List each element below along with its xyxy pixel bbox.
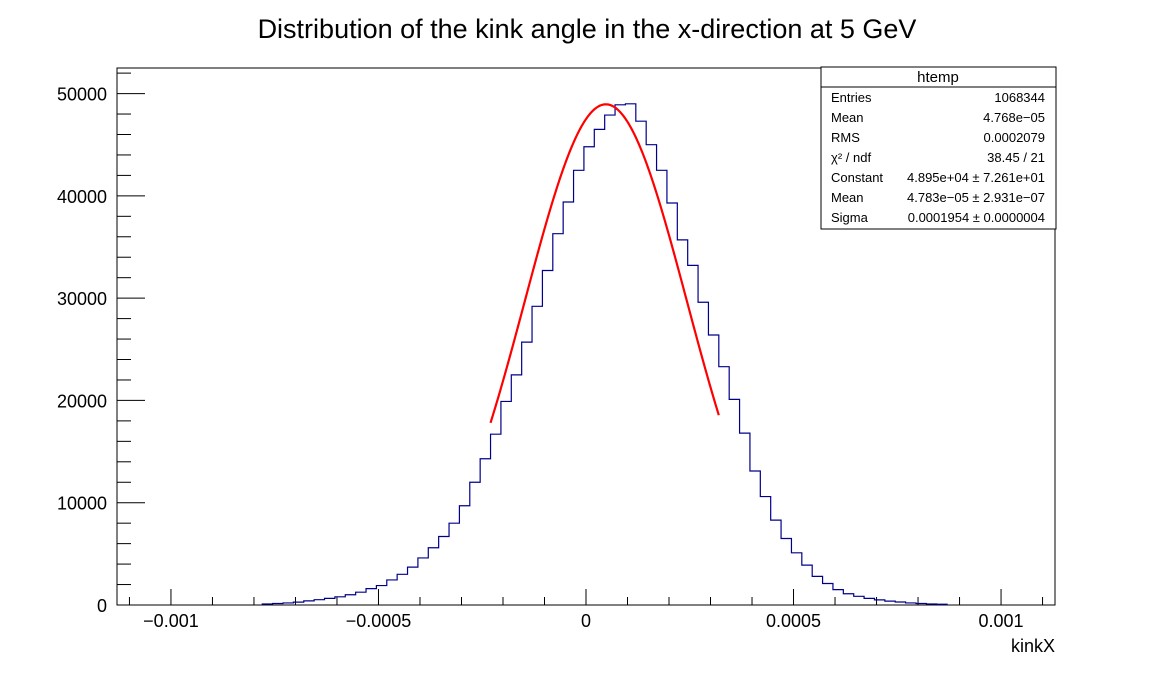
histogram-bin <box>335 597 345 605</box>
y-tick-label: 30000 <box>57 289 107 309</box>
histogram-bin <box>397 574 407 605</box>
histogram-bin <box>874 600 884 605</box>
x-tick-label: 0 <box>581 611 591 631</box>
histogram-bin <box>802 565 812 605</box>
histogram-bin <box>812 576 822 605</box>
stats-row-value: 38.45 / 21 <box>987 150 1045 165</box>
x-tick-label: 0.001 <box>979 611 1024 631</box>
histogram-bin <box>771 520 781 605</box>
histogram-bin <box>522 342 532 605</box>
histogram-bin <box>740 433 750 605</box>
stats-row-value: 4.783e−05 ± 2.931e−07 <box>907 190 1045 205</box>
y-tick-label: 20000 <box>57 391 107 411</box>
histogram-bin <box>325 598 335 605</box>
histogram-bin <box>584 147 594 605</box>
x-tick-label: −0.0005 <box>346 611 412 631</box>
y-tick-label: 50000 <box>57 85 107 105</box>
histogram-bin <box>760 497 770 605</box>
stats-row-label: Sigma <box>831 210 869 225</box>
stats-box-frame <box>820 66 1057 230</box>
histogram-bin <box>511 375 521 605</box>
stats-row-value: 0.0002079 <box>984 130 1045 145</box>
chart-title: Distribution of the kink angle in the x-… <box>258 14 917 44</box>
histogram-bin <box>356 592 366 605</box>
stats-row-label: Mean <box>831 110 864 125</box>
stats-row-label: χ² / ndf <box>831 150 871 165</box>
histogram-bin <box>376 586 386 605</box>
stats-rows: Entries 1068344 Mean 4.768e−05 RMS 0.0002079 χ… <box>831 90 1045 225</box>
histogram-bin <box>615 105 625 605</box>
x-tick-label: −0.001 <box>143 611 199 631</box>
y-tick-label: 0 <box>97 596 107 616</box>
histogram-bin <box>719 367 729 605</box>
histogram-bin <box>636 121 646 605</box>
histogram-bin <box>418 558 428 605</box>
histogram-bin <box>387 580 397 605</box>
histogram-bin <box>439 536 449 605</box>
y-tick-label: 40000 <box>57 187 107 207</box>
histogram-bin <box>657 170 667 605</box>
x-tick-label: 0.0005 <box>766 611 821 631</box>
histogram-bin <box>750 471 760 605</box>
histogram-bin <box>314 600 324 605</box>
stats-row-label: Mean <box>831 190 864 205</box>
histogram-bin <box>542 271 552 605</box>
histogram-bin <box>553 234 563 605</box>
histogram-bin <box>449 523 459 605</box>
histogram-bin <box>345 595 355 605</box>
histogram-bin <box>574 170 584 605</box>
histogram-bin <box>470 482 480 605</box>
histogram-bin <box>594 129 604 605</box>
histogram-bin <box>708 335 718 605</box>
histogram-bin <box>408 567 418 605</box>
y-tick-label: 10000 <box>57 494 107 514</box>
histogram-bin <box>532 306 542 605</box>
histogram-bin <box>688 265 698 605</box>
histogram-bin <box>843 594 853 605</box>
stats-row-label: RMS <box>831 130 860 145</box>
histogram-bin <box>501 401 511 605</box>
stats-row-value: 0.0001954 ± 0.0000004 <box>908 210 1045 225</box>
x-axis-label: kinkX <box>1011 636 1055 656</box>
stats-row-label: Constant <box>831 170 883 185</box>
y-axis: 0 10000 20000 30000 40000 50000 <box>57 72 145 616</box>
histogram-bin <box>428 548 438 605</box>
histogram-bin <box>781 539 791 605</box>
histogram-bin <box>823 584 833 605</box>
histogram-bin <box>304 601 314 605</box>
histogram-bin <box>864 598 874 605</box>
histogram-bin <box>833 590 843 605</box>
histogram-bin <box>646 145 656 605</box>
stats-box: htemp Entries 1068344 Mean 4.768e−05 RMS 0.00… <box>820 66 1057 230</box>
x-axis: −0.001 −0.0005 0 0.0005 0.001 <box>128 589 1044 631</box>
stats-row-value: 4.768e−05 <box>983 110 1045 125</box>
gaussian-fit-curve <box>489 103 720 424</box>
histogram-outline <box>261 103 948 605</box>
histogram-bin <box>491 434 501 605</box>
histogram-bin <box>480 459 490 605</box>
histogram-bin <box>459 506 469 605</box>
stats-row-label: Entries <box>831 90 872 105</box>
histogram-bin <box>366 589 376 605</box>
histogram-bin <box>605 115 615 605</box>
histogram-bin <box>563 202 573 605</box>
stats-box-title: htemp <box>917 69 959 86</box>
histogram-bin <box>625 104 635 605</box>
histogram-bin <box>729 399 739 605</box>
stats-row-value: 4.895e+04 ± 7.261e+01 <box>907 170 1045 185</box>
histogram-bin <box>791 553 801 605</box>
stats-row-value: 1068344 <box>994 90 1045 105</box>
histogram-bin <box>854 596 864 605</box>
